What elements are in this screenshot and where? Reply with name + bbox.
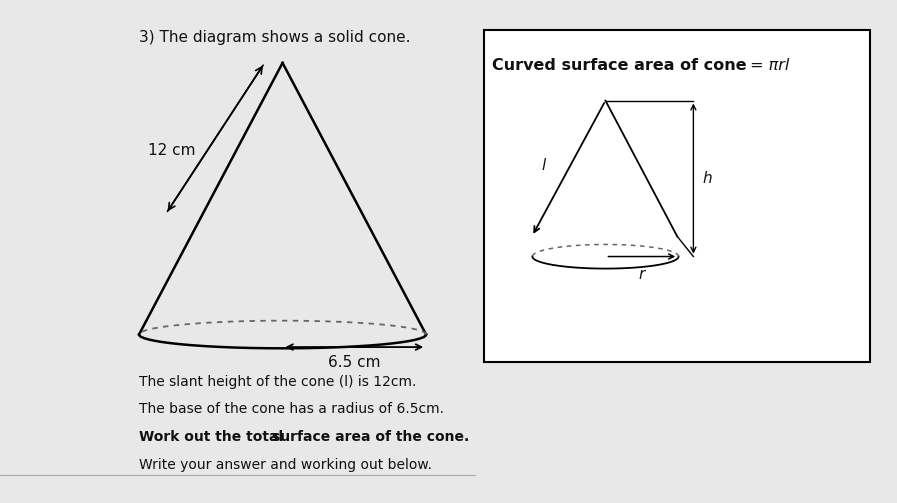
Text: Curved surface area of cone: Curved surface area of cone [492,58,746,73]
Text: Work out the total: Work out the total [139,430,288,444]
Text: h: h [702,171,712,186]
Text: surface area of the cone.: surface area of the cone. [272,430,469,444]
Text: 12 cm: 12 cm [148,143,196,158]
Text: r: r [639,267,644,282]
Text: The slant height of the cone (l) is 12cm.: The slant height of the cone (l) is 12cm… [139,375,416,389]
Text: 6.5 cm: 6.5 cm [328,355,380,370]
Text: = πrl: = πrl [745,58,788,73]
Text: l: l [542,158,546,174]
Text: 3) The diagram shows a solid cone.: 3) The diagram shows a solid cone. [139,30,411,45]
FancyBboxPatch shape [484,30,870,362]
Text: Write your answer and working out below.: Write your answer and working out below. [139,458,432,472]
Text: The base of the cone has a radius of 6.5cm.: The base of the cone has a radius of 6.5… [139,402,444,416]
